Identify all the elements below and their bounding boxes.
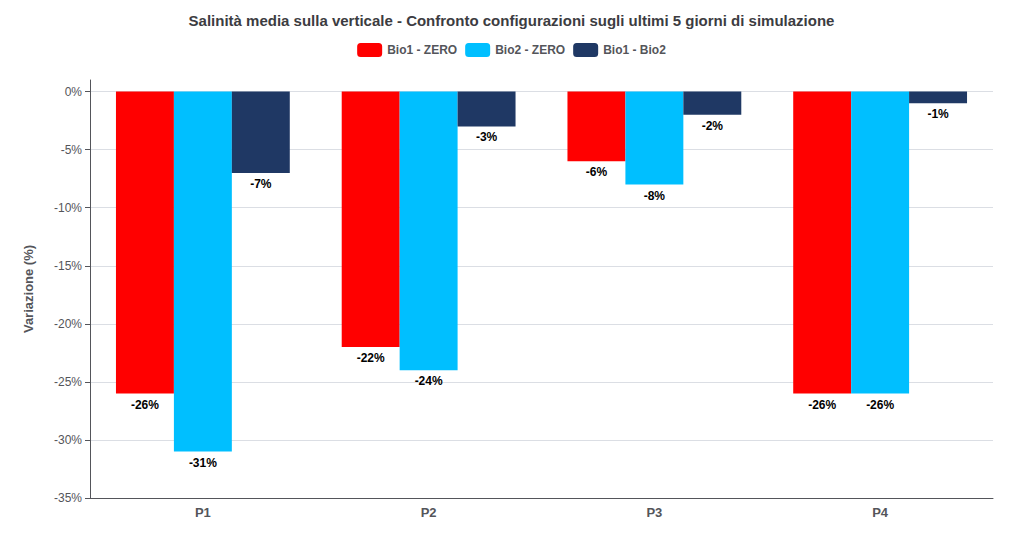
- svg-text:-35%: -35%: [54, 491, 82, 505]
- svg-text:-31%: -31%: [189, 456, 217, 470]
- svg-text:-26%: -26%: [808, 398, 836, 412]
- svg-text:-15%: -15%: [54, 259, 82, 273]
- svg-text:P3: P3: [646, 505, 662, 520]
- svg-text:-2%: -2%: [702, 119, 724, 133]
- svg-text:Variazione (%): Variazione (%): [21, 245, 36, 333]
- svg-text:-8%: -8%: [644, 189, 666, 203]
- svg-text:-1%: -1%: [927, 107, 949, 121]
- svg-text:-7%: -7%: [250, 177, 272, 191]
- svg-text:-22%: -22%: [357, 351, 385, 365]
- svg-text:Bio2 - ZERO: Bio2 - ZERO: [495, 43, 565, 57]
- svg-text:-6%: -6%: [586, 165, 608, 179]
- svg-text:Bio1 - ZERO: Bio1 - ZERO: [387, 43, 457, 57]
- svg-text:P1: P1: [195, 505, 211, 520]
- svg-text:-10%: -10%: [54, 201, 82, 215]
- svg-text:-24%: -24%: [415, 374, 443, 388]
- svg-text:-3%: -3%: [476, 130, 498, 144]
- svg-text:P4: P4: [872, 505, 889, 520]
- svg-text:-20%: -20%: [54, 317, 82, 331]
- svg-text:-25%: -25%: [54, 375, 82, 389]
- svg-text:Salinità media sulla verticale: Salinità media sulla verticale - Confron…: [189, 12, 835, 29]
- svg-text:0%: 0%: [65, 85, 83, 99]
- svg-text:-5%: -5%: [61, 143, 83, 157]
- svg-text:Bio1 - Bio2: Bio1 - Bio2: [603, 43, 666, 57]
- svg-text:P2: P2: [421, 505, 437, 520]
- svg-text:-30%: -30%: [54, 433, 82, 447]
- svg-text:-26%: -26%: [866, 398, 894, 412]
- svg-text:-26%: -26%: [131, 398, 159, 412]
